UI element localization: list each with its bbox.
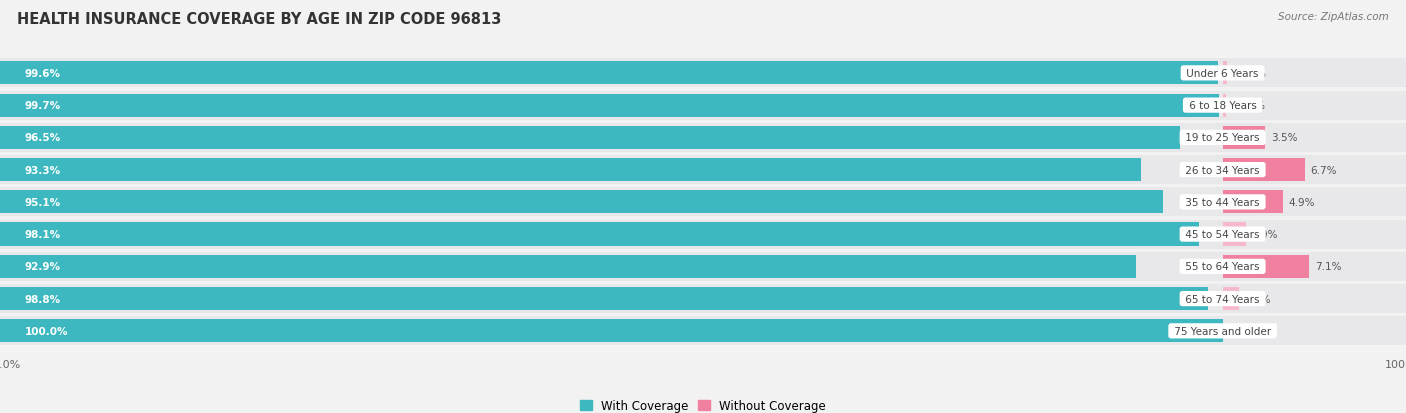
Bar [0, 287, 1208, 311]
Bar [0, 126, 1180, 150]
Bar [0, 91, 1406, 120]
Bar [0, 285, 1406, 313]
Text: 0.0%: 0.0% [1229, 326, 1256, 336]
Text: 0.29%: 0.29% [1232, 101, 1265, 111]
Legend: With Coverage, Without Coverage: With Coverage, Without Coverage [575, 394, 831, 413]
Bar [0, 123, 1406, 152]
Bar [1223, 62, 1227, 85]
Text: 6.7%: 6.7% [1310, 165, 1337, 175]
Bar [1223, 126, 1265, 150]
Text: 4.9%: 4.9% [1289, 197, 1315, 207]
Bar [1223, 191, 1282, 214]
Bar [0, 94, 1219, 117]
Text: 1.9%: 1.9% [1251, 230, 1278, 240]
Bar [0, 62, 1218, 85]
Bar [1223, 255, 1309, 278]
Text: 99.6%: 99.6% [24, 69, 60, 78]
Bar [0, 223, 1199, 246]
Text: 55 to 64 Years: 55 to 64 Years [1182, 262, 1263, 272]
Bar [0, 255, 1136, 278]
Text: 3.5%: 3.5% [1271, 133, 1298, 143]
Text: 1.3%: 1.3% [1244, 294, 1271, 304]
Text: 35 to 44 Years: 35 to 44 Years [1182, 197, 1263, 207]
Text: 95.1%: 95.1% [24, 197, 60, 207]
Text: 6 to 18 Years: 6 to 18 Years [1185, 101, 1260, 111]
Bar [1223, 223, 1246, 246]
Text: 75 Years and older: 75 Years and older [1171, 326, 1274, 336]
Text: 19 to 25 Years: 19 to 25 Years [1182, 133, 1263, 143]
Text: 0.37%: 0.37% [1233, 69, 1267, 78]
Text: 7.1%: 7.1% [1316, 262, 1341, 272]
Text: Source: ZipAtlas.com: Source: ZipAtlas.com [1278, 12, 1389, 22]
Bar [0, 320, 1223, 343]
Bar [0, 191, 1163, 214]
Bar [1223, 287, 1239, 311]
Bar [0, 317, 1406, 346]
Text: 65 to 74 Years: 65 to 74 Years [1182, 294, 1263, 304]
Bar [0, 156, 1406, 185]
Text: 92.9%: 92.9% [24, 262, 60, 272]
Text: 93.3%: 93.3% [24, 165, 60, 175]
Text: 96.5%: 96.5% [24, 133, 60, 143]
Text: 100.0%: 100.0% [24, 326, 67, 336]
Bar [0, 252, 1406, 281]
Text: 45 to 54 Years: 45 to 54 Years [1182, 230, 1263, 240]
Bar [1223, 94, 1226, 117]
Text: Under 6 Years: Under 6 Years [1184, 69, 1263, 78]
Text: 98.8%: 98.8% [24, 294, 60, 304]
Bar [1223, 159, 1305, 182]
Bar [0, 188, 1406, 217]
Bar [0, 220, 1406, 249]
Text: 98.1%: 98.1% [24, 230, 60, 240]
Text: 99.7%: 99.7% [24, 101, 60, 111]
Text: HEALTH INSURANCE COVERAGE BY AGE IN ZIP CODE 96813: HEALTH INSURANCE COVERAGE BY AGE IN ZIP … [17, 12, 502, 27]
Text: 26 to 34 Years: 26 to 34 Years [1182, 165, 1263, 175]
Bar [0, 59, 1406, 88]
Bar [0, 159, 1140, 182]
